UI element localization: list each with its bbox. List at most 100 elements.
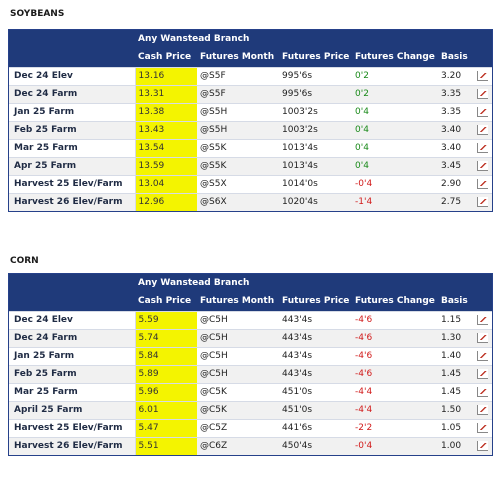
futures-price: 1003'2s [279,121,352,140]
basis: 3.20 [438,67,472,86]
cash-price: 13.59 [135,157,197,176]
futures-change: -2'2 [352,419,438,438]
header-spacer [9,274,135,292]
chart-link-cell[interactable] [472,419,493,438]
cash-price: 12.96 [135,193,197,211]
futures-price: 441'6s [279,419,352,438]
basis: 1.30 [438,329,472,348]
futures-month: @S5K [197,139,279,158]
chart-link-cell[interactable] [472,329,493,348]
cash-price: 13.16 [135,67,197,86]
futures-month: @C5Z [197,419,279,438]
basis: 3.35 [438,85,472,104]
soybeans-title: SOYBEANS [10,9,65,19]
cash-price: 13.31 [135,85,197,104]
futures-price: 443'4s [279,365,352,384]
delivery-period: Feb 25 Farm [9,121,136,140]
table-row: Dec 24 Elev 5.59 @C5H 443'4s -4'6 1.15 [9,311,493,330]
futures-price: 995'6s [279,85,352,104]
table-row: April 25 Farm 6.01 @C5K 451'0s -4'4 1.50 [9,401,493,420]
futures-month: @S5H [197,121,279,140]
chart-icon[interactable] [476,196,488,207]
futures-month: @S5K [197,157,279,176]
chart-icon[interactable] [476,440,488,451]
futures-price: 451'0s [279,383,352,402]
futures-change: -1'4 [352,193,438,211]
futures-change: 0'4 [352,157,438,176]
column-header-chart [472,292,493,312]
futures-month: @S6X [197,193,279,211]
basis: 2.90 [438,175,472,194]
futures-price: 451'0s [279,401,352,420]
column-header: Futures Price [279,48,352,68]
futures-month: @C5K [197,401,279,420]
chart-link-cell[interactable] [472,193,493,211]
chart-link-cell[interactable] [472,347,493,366]
cash-price: 5.96 [135,383,197,402]
column-header: Basis [438,48,472,68]
corn-table: Any Wanstead Branch Cash Price Futures Mon… [9,274,493,455]
branch-header-row: Any Wanstead Branch [9,30,493,48]
chart-icon[interactable] [476,404,488,415]
chart-link-cell[interactable] [472,401,493,420]
chart-icon[interactable] [476,70,488,81]
chart-icon[interactable] [476,368,488,379]
chart-icon[interactable] [476,124,488,135]
chart-link-cell[interactable] [472,67,493,86]
futures-price: 1020'4s [279,193,352,211]
table-row: Mar 25 Farm 5.96 @C5K 451'0s -4'4 1.45 [9,383,493,402]
chart-icon[interactable] [476,332,488,343]
chart-link-cell[interactable] [472,139,493,158]
futures-change: 0'2 [352,67,438,86]
futures-change: -4'6 [352,311,438,330]
chart-link-cell[interactable] [472,157,493,176]
futures-price: 443'4s [279,311,352,330]
delivery-period: Mar 25 Farm [9,383,136,402]
cash-price: 5.59 [135,311,197,330]
chart-icon[interactable] [476,160,488,171]
column-header: Basis [438,292,472,312]
chart-icon[interactable] [476,314,488,325]
delivery-period: Harvest 25 Elev/Farm [9,419,136,438]
chart-icon[interactable] [476,88,488,99]
chart-link-cell[interactable] [472,437,493,455]
chart-link-cell[interactable] [472,103,493,122]
table-row: Jan 25 Farm 5.84 @C5H 443'4s -4'6 1.40 [9,347,493,366]
chart-link-cell[interactable] [472,383,493,402]
column-header-spacer [9,48,135,68]
delivery-period: April 25 Farm [9,401,136,420]
basis: 1.40 [438,347,472,366]
delivery-period: Feb 25 Farm [9,365,136,384]
cash-price: 13.54 [135,139,197,158]
chart-icon[interactable] [476,422,488,433]
chart-icon[interactable] [476,350,488,361]
basis: 1.00 [438,437,472,455]
futures-change: -4'4 [352,383,438,402]
futures-change: -4'6 [352,365,438,384]
chart-icon[interactable] [476,386,488,397]
header-spacer [9,30,135,48]
futures-price: 1013'4s [279,139,352,158]
futures-price: 995'6s [279,67,352,86]
chart-icon[interactable] [476,106,488,117]
delivery-period: Dec 24 Elev [9,311,136,330]
column-header: Futures Change [352,48,438,68]
column-header: Futures Change [352,292,438,312]
table-row: Jan 25 Farm 13.38 @S5H 1003'2s 0'4 3.35 [9,103,493,122]
chart-icon[interactable] [476,178,488,189]
chart-icon[interactable] [476,142,488,153]
chart-link-cell[interactable] [472,311,493,330]
chart-link-cell[interactable] [472,121,493,140]
chart-link-cell[interactable] [472,85,493,104]
column-header: Futures Month [197,292,279,312]
cash-price: 6.01 [135,401,197,420]
chart-link-cell[interactable] [472,365,493,384]
basis: 3.45 [438,157,472,176]
futures-change: -0'4 [352,175,438,194]
table-row: Mar 25 Farm 13.54 @S5K 1013'4s 0'4 3.40 [9,139,493,158]
chart-link-cell[interactable] [472,175,493,194]
futures-change: 0'4 [352,103,438,122]
futures-change: 0'4 [352,121,438,140]
delivery-period: Jan 25 Farm [9,103,136,122]
futures-month: @C6Z [197,437,279,455]
